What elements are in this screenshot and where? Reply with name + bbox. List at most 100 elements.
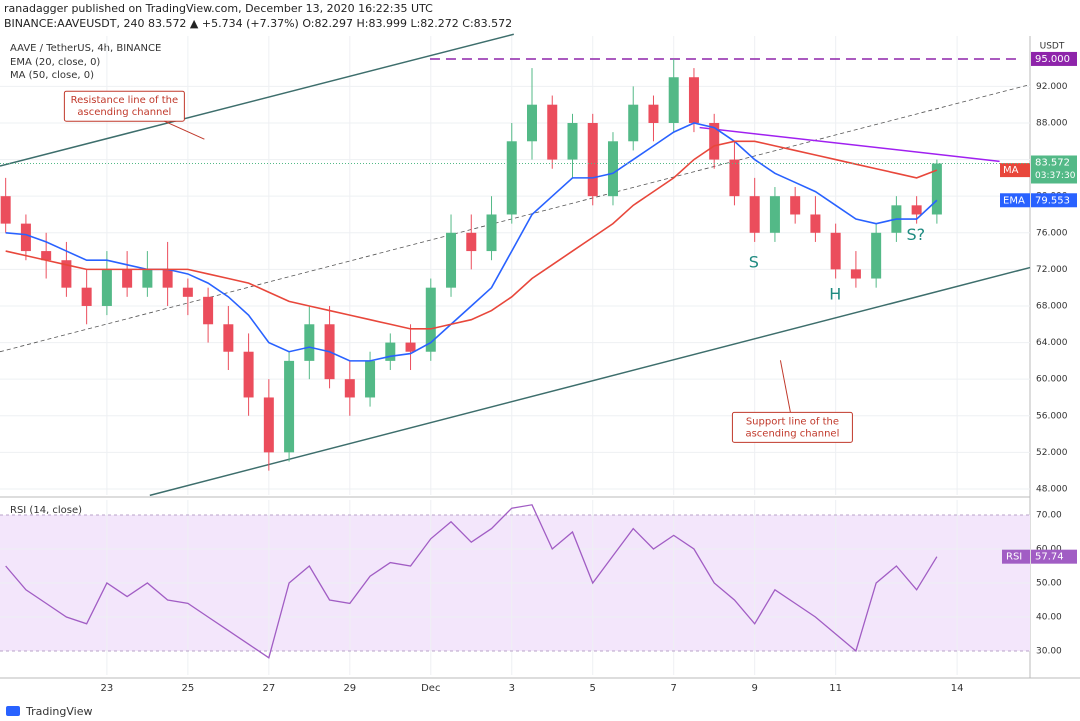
price-tag — [1031, 51, 1077, 66]
x-tick-label: 11 — [829, 683, 842, 694]
rsi-line — [5, 504, 938, 659]
candle-body — [749, 196, 760, 233]
y-tick-label: 56.000 — [1036, 411, 1068, 421]
candle-body — [587, 122, 598, 197]
x-tick-label: 5 — [590, 683, 596, 694]
y-tick-label: 88.000 — [1036, 118, 1068, 128]
x-tick-label: Dec — [421, 683, 440, 694]
annotation-text: ascending channel — [77, 107, 171, 118]
indicator-line — [5, 140, 938, 330]
candle-body — [405, 342, 416, 352]
candle-body — [243, 351, 254, 398]
candle-body — [365, 360, 376, 398]
candle-body — [446, 232, 457, 288]
indicator-tag-name: MA — [1003, 165, 1019, 176]
candle-body — [101, 269, 112, 306]
candle-body — [567, 122, 578, 160]
rsi-tag-name: RSI — [1006, 552, 1022, 563]
y-tick-label: 92.000 — [1036, 82, 1068, 92]
annotation-text: Support line of the — [746, 416, 839, 427]
rsi-tick-label: 50.00 — [1036, 578, 1062, 588]
y-tick-label: 52.000 — [1036, 448, 1068, 458]
indicator-tag-name: EMA — [1003, 195, 1025, 206]
candle-body — [790, 196, 801, 215]
indicator-tag — [1000, 163, 1030, 178]
candle-body — [203, 296, 214, 325]
candle-body — [850, 269, 861, 279]
annotation-arrow — [779, 360, 791, 413]
chart-title: AAVE / TetherUS, 4h, BINANCE — [10, 43, 161, 54]
candle-body — [810, 214, 821, 233]
candle-body — [142, 269, 153, 288]
x-tick-label: 23 — [101, 683, 114, 694]
trend-line — [699, 126, 1000, 163]
annotation-arrow — [164, 120, 205, 140]
candle-body — [769, 196, 780, 233]
candle-body — [122, 269, 133, 288]
rsi-tag-value: 57.74 — [1035, 552, 1064, 563]
candle-body — [871, 232, 882, 279]
y-tick-label: 76.000 — [1036, 228, 1068, 238]
header-line: BINANCE:AAVEUSDT, 240 83.572 ▲ +5.734 (+… — [4, 17, 512, 30]
x-tick-label: 9 — [751, 683, 757, 694]
last-price-tag — [1031, 155, 1077, 184]
brand: TradingView — [25, 705, 92, 718]
candle-body — [182, 287, 193, 297]
rsi-tag — [1002, 549, 1030, 564]
y-tick-label: 60.000 — [1036, 375, 1068, 385]
candle-body — [425, 287, 436, 352]
indicator-tag — [1031, 193, 1077, 208]
header-line: ranadagger published on TradingView.com,… — [4, 2, 433, 15]
candle-body — [607, 141, 618, 197]
currency: USDT — [1040, 42, 1065, 52]
candle-body — [688, 77, 699, 123]
candle-body — [223, 324, 234, 352]
candle-body — [61, 260, 72, 288]
pattern-label: H — [829, 284, 841, 303]
candle-body — [931, 163, 942, 215]
candle-body — [486, 214, 497, 252]
candle-body — [668, 77, 679, 123]
annotation-box — [731, 411, 853, 443]
annotation-text: Resistance line of the — [71, 95, 179, 106]
trend-line — [0, 33, 514, 167]
countdown: 03:37:30 — [1035, 171, 1076, 181]
y-tick-label: 72.000 — [1036, 265, 1068, 275]
rsi-tag — [1031, 549, 1077, 564]
last-price-label: 83.572 — [1035, 157, 1070, 168]
x-tick-label: 14 — [951, 683, 964, 694]
indicator-tag — [1000, 193, 1030, 208]
rsi-tick-label: 60.00 — [1036, 544, 1062, 554]
rsi-tick-label: 40.00 — [1036, 612, 1062, 622]
candle-body — [344, 379, 355, 398]
candle-body — [527, 104, 538, 142]
candle-body — [284, 360, 295, 453]
candle-body — [911, 205, 922, 215]
x-tick-label: 29 — [343, 683, 356, 694]
indicator-label: MA (50, close, 0) — [10, 70, 94, 81]
candle-body — [0, 196, 11, 224]
pattern-label: S — [749, 252, 759, 271]
indicator-tag-value: 79.553 — [1035, 195, 1070, 206]
brand-logo — [6, 706, 20, 716]
price-tag-label: 95.000 — [1035, 54, 1070, 65]
candle-body — [709, 122, 720, 160]
candle-body — [304, 324, 315, 361]
rsi-tick-label: 70.00 — [1036, 510, 1062, 520]
candle-body — [20, 223, 31, 252]
indicator-label: EMA (20, close, 0) — [10, 57, 100, 68]
rsi-title: RSI (14, close) — [10, 505, 82, 516]
candle-body — [547, 104, 558, 160]
annotation-text: ascending channel — [745, 428, 839, 439]
y-tick-label: 48.000 — [1036, 484, 1068, 494]
trend-line — [0, 84, 1031, 353]
candle-body — [506, 141, 517, 215]
x-tick-label: 7 — [671, 683, 677, 694]
candle-body — [628, 104, 639, 142]
candle-body — [41, 251, 52, 261]
candle-body — [648, 104, 659, 123]
x-tick-label: 25 — [181, 683, 194, 694]
candle-body — [263, 397, 274, 453]
trend-line — [149, 266, 1031, 497]
rsi-tick-label: 30.00 — [1036, 646, 1062, 656]
